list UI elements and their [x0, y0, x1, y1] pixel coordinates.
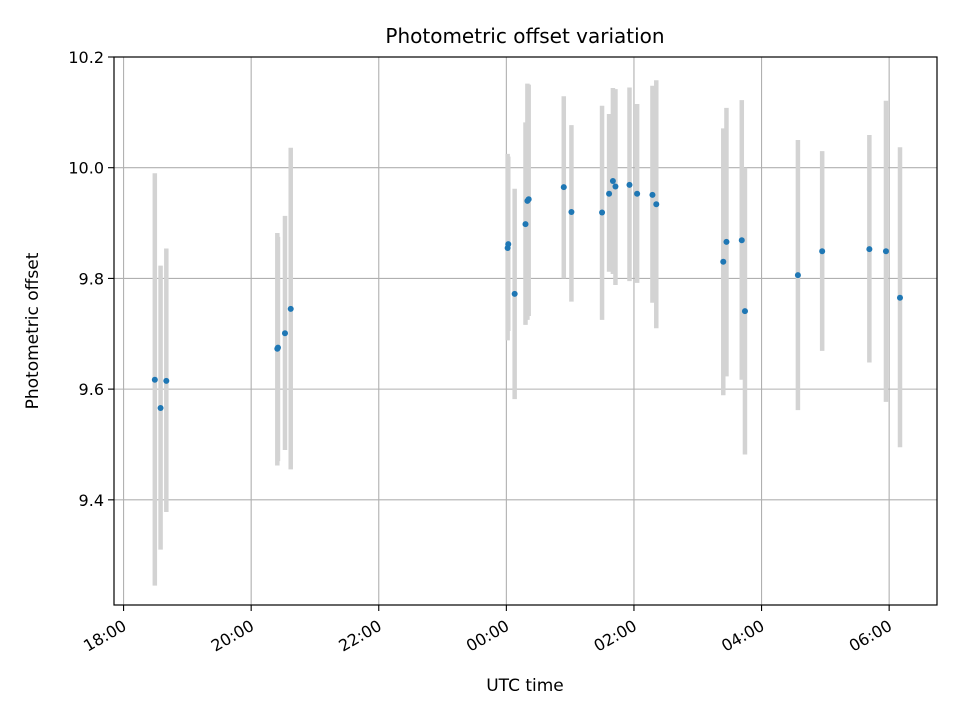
data-point — [738, 237, 745, 244]
data-point — [866, 246, 873, 253]
x-axis-label: UTC time — [486, 676, 564, 696]
data-points — [151, 177, 903, 411]
data-point — [505, 241, 512, 248]
data-point — [274, 344, 281, 351]
data-point — [882, 248, 889, 255]
data-point — [163, 377, 170, 384]
data-point — [720, 258, 727, 265]
data-point — [819, 248, 826, 255]
data-point — [649, 191, 656, 198]
data-point — [626, 181, 633, 188]
data-point — [599, 209, 606, 216]
y-tick-label: 10.2 — [68, 48, 104, 67]
data-point — [741, 308, 748, 315]
plot-area-frame — [113, 56, 938, 606]
data-point — [723, 238, 730, 245]
data-point — [609, 177, 616, 184]
data-point — [560, 184, 567, 191]
y-axis: 9.4 9.6 9.8 10.0 10.2 — [68, 48, 114, 510]
data-point — [634, 190, 641, 197]
data-point — [281, 330, 288, 337]
y-tick-label: 9.8 — [79, 269, 104, 288]
data-point — [794, 272, 801, 279]
data-point — [612, 183, 619, 190]
data-point — [653, 201, 660, 208]
y-tick-label: 10.0 — [68, 159, 104, 178]
data-point — [896, 294, 903, 301]
data-point — [511, 290, 518, 297]
data-point — [287, 305, 294, 312]
y-tick-label: 9.6 — [79, 380, 104, 399]
y-axis-label: Photometric offset — [23, 252, 43, 409]
data-point — [568, 208, 575, 215]
data-point — [606, 190, 613, 197]
data-point — [525, 196, 532, 203]
y-tick-label: 9.4 — [79, 491, 104, 510]
data-point — [522, 221, 529, 228]
data-point — [151, 376, 158, 383]
chart-title: Photometric offset variation — [385, 24, 664, 48]
data-point — [157, 404, 164, 411]
